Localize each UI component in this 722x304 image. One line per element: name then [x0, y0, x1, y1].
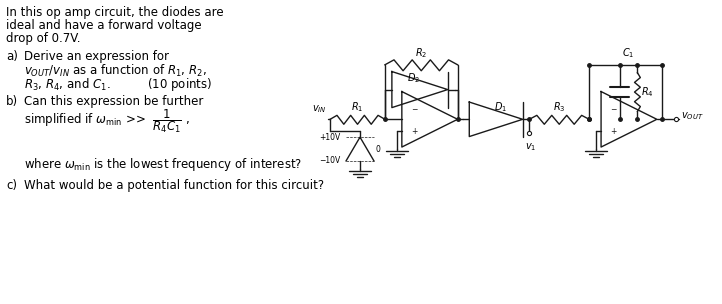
Text: −10V: −10V	[319, 157, 340, 165]
Text: 0: 0	[376, 144, 380, 154]
Text: a): a)	[6, 50, 18, 63]
Text: $R_4$: $R_4$	[641, 85, 654, 99]
Text: $+$: $+$	[411, 126, 418, 136]
Text: $+$: $+$	[610, 126, 617, 136]
Text: $R_2$: $R_2$	[415, 46, 427, 60]
Text: $v_{IN}$: $v_{IN}$	[313, 104, 327, 115]
Text: $v_{OUT}$: $v_{OUT}$	[681, 110, 703, 122]
Text: c): c)	[6, 179, 17, 192]
Text: $-$: $-$	[610, 103, 617, 112]
Text: +10V: +10V	[319, 133, 340, 142]
Text: $R_1$: $R_1$	[352, 101, 364, 114]
Text: $R_3$, $R_4$, and $C_1$.          (10 points): $R_3$, $R_4$, and $C_1$. (10 points)	[25, 76, 212, 93]
Text: What would be a potential function for this circuit?: What would be a potential function for t…	[25, 179, 324, 192]
Text: In this op amp circuit, the diodes are: In this op amp circuit, the diodes are	[6, 6, 224, 19]
Text: $C_1$: $C_1$	[622, 46, 635, 60]
Text: ideal and have a forward voltage: ideal and have a forward voltage	[6, 19, 202, 32]
Text: $v_1$: $v_1$	[525, 141, 536, 153]
Text: where $\omega_{\rm min}$ is the lowest frequency of interest?: where $\omega_{\rm min}$ is the lowest f…	[25, 156, 303, 173]
Text: drop of 0.7V.: drop of 0.7V.	[6, 32, 81, 45]
Text: $-$: $-$	[411, 103, 418, 112]
Text: $D_2$: $D_2$	[406, 71, 419, 85]
Text: Can this expression be further: Can this expression be further	[25, 95, 204, 108]
Text: b): b)	[6, 95, 19, 108]
Text: $D_1$: $D_1$	[495, 101, 508, 114]
Text: simplified if $\omega_{\rm min}$ >>  $\dfrac{1}{R_4C_1}$ ,: simplified if $\omega_{\rm min}$ >> $\df…	[25, 107, 190, 135]
Text: $v_{OUT}/v_{IN}$ as a function of $R_1$, $R_2$,: $v_{OUT}/v_{IN}$ as a function of $R_1$,…	[25, 63, 207, 79]
Text: $R_3$: $R_3$	[553, 101, 565, 114]
Text: Derive an expression for: Derive an expression for	[25, 50, 169, 63]
